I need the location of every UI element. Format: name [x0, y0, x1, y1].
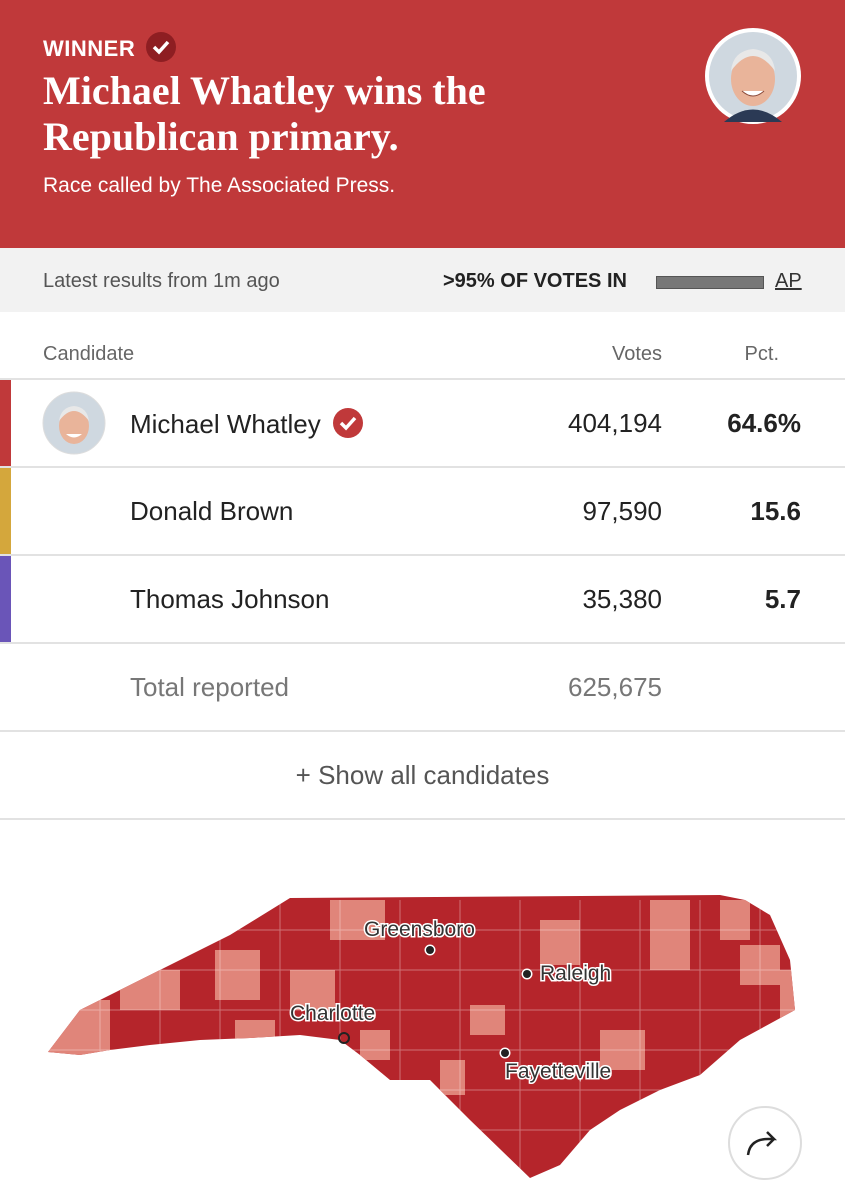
candidate-name: Donald Brown [130, 496, 293, 527]
total-votes: 625,675 [568, 672, 662, 702]
label-text: WINNER [43, 36, 136, 61]
name-text: Michael Whatley [130, 409, 321, 439]
candidate-color [0, 468, 11, 554]
winner-check [332, 408, 363, 438]
candidate-pct: 64.6% [727, 408, 801, 438]
candidate-color [0, 556, 11, 642]
progress-bar [656, 276, 764, 289]
subtitle: Race called by The Associated Press. [43, 174, 396, 197]
name-text: Donald Brown [130, 496, 294, 526]
total-row: Total reported 625,675 [0, 644, 845, 732]
candidate-avatar [42, 391, 106, 455]
candidate-pct: 15.6 [750, 496, 801, 526]
source-link[interactable]: AP [775, 270, 802, 292]
name-text: Thomas Johnson [130, 584, 330, 614]
candidate-row: Michael Whatley 404,194 64.6% [0, 380, 845, 468]
show-all-button[interactable]: + Show all candidates [0, 732, 845, 820]
candidate-votes: 97,590 [582, 496, 662, 526]
col-header: Candidate [43, 343, 135, 365]
candidate-name: Thomas Johnson [130, 584, 329, 615]
winner-header: WINNER Michael Whatley wins the Republic… [0, 0, 845, 248]
city-label: Greensboro [364, 918, 475, 941]
city-label: Fayetteville [505, 1060, 611, 1083]
winner-label: WINNER [43, 32, 176, 62]
candidate-row: Thomas Johnson 35,380 5.7 [0, 556, 845, 644]
candidate-color [0, 380, 11, 466]
latest-text: Latest results from 1m ago [43, 270, 280, 292]
candidate-votes: 35,380 [582, 584, 662, 614]
col-header: Pct. [744, 343, 779, 365]
votes-in: >95% OF VOTES IN [443, 270, 627, 292]
status-bar: Latest results from 1m ago >95% OF VOTES… [0, 248, 845, 312]
candidate-pct: 5.7 [764, 584, 801, 614]
check-icon [145, 32, 176, 62]
city-label: Raleigh [540, 962, 611, 985]
share-button[interactable] [728, 1106, 802, 1180]
candidate-name: Michael Whatley [130, 408, 363, 440]
city-labels: Greensboro Raleigh Charlotte Fayettevill… [289, 917, 613, 1085]
city-label: Charlotte [290, 1002, 375, 1025]
total-label: Total reported [130, 672, 289, 702]
avatar [705, 28, 801, 124]
table-header: Candidate Votes Pct. [0, 340, 845, 380]
col-header: Votes [611, 343, 662, 365]
candidate-votes: 404,194 [568, 408, 662, 438]
map: Greensboro Raleigh Charlotte Fayettevill… [48, 895, 802, 1180]
candidate-row: Donald Brown 97,590 15.6 [0, 468, 845, 556]
headline: Michael Whatley wins the Republican prim… [43, 68, 486, 159]
